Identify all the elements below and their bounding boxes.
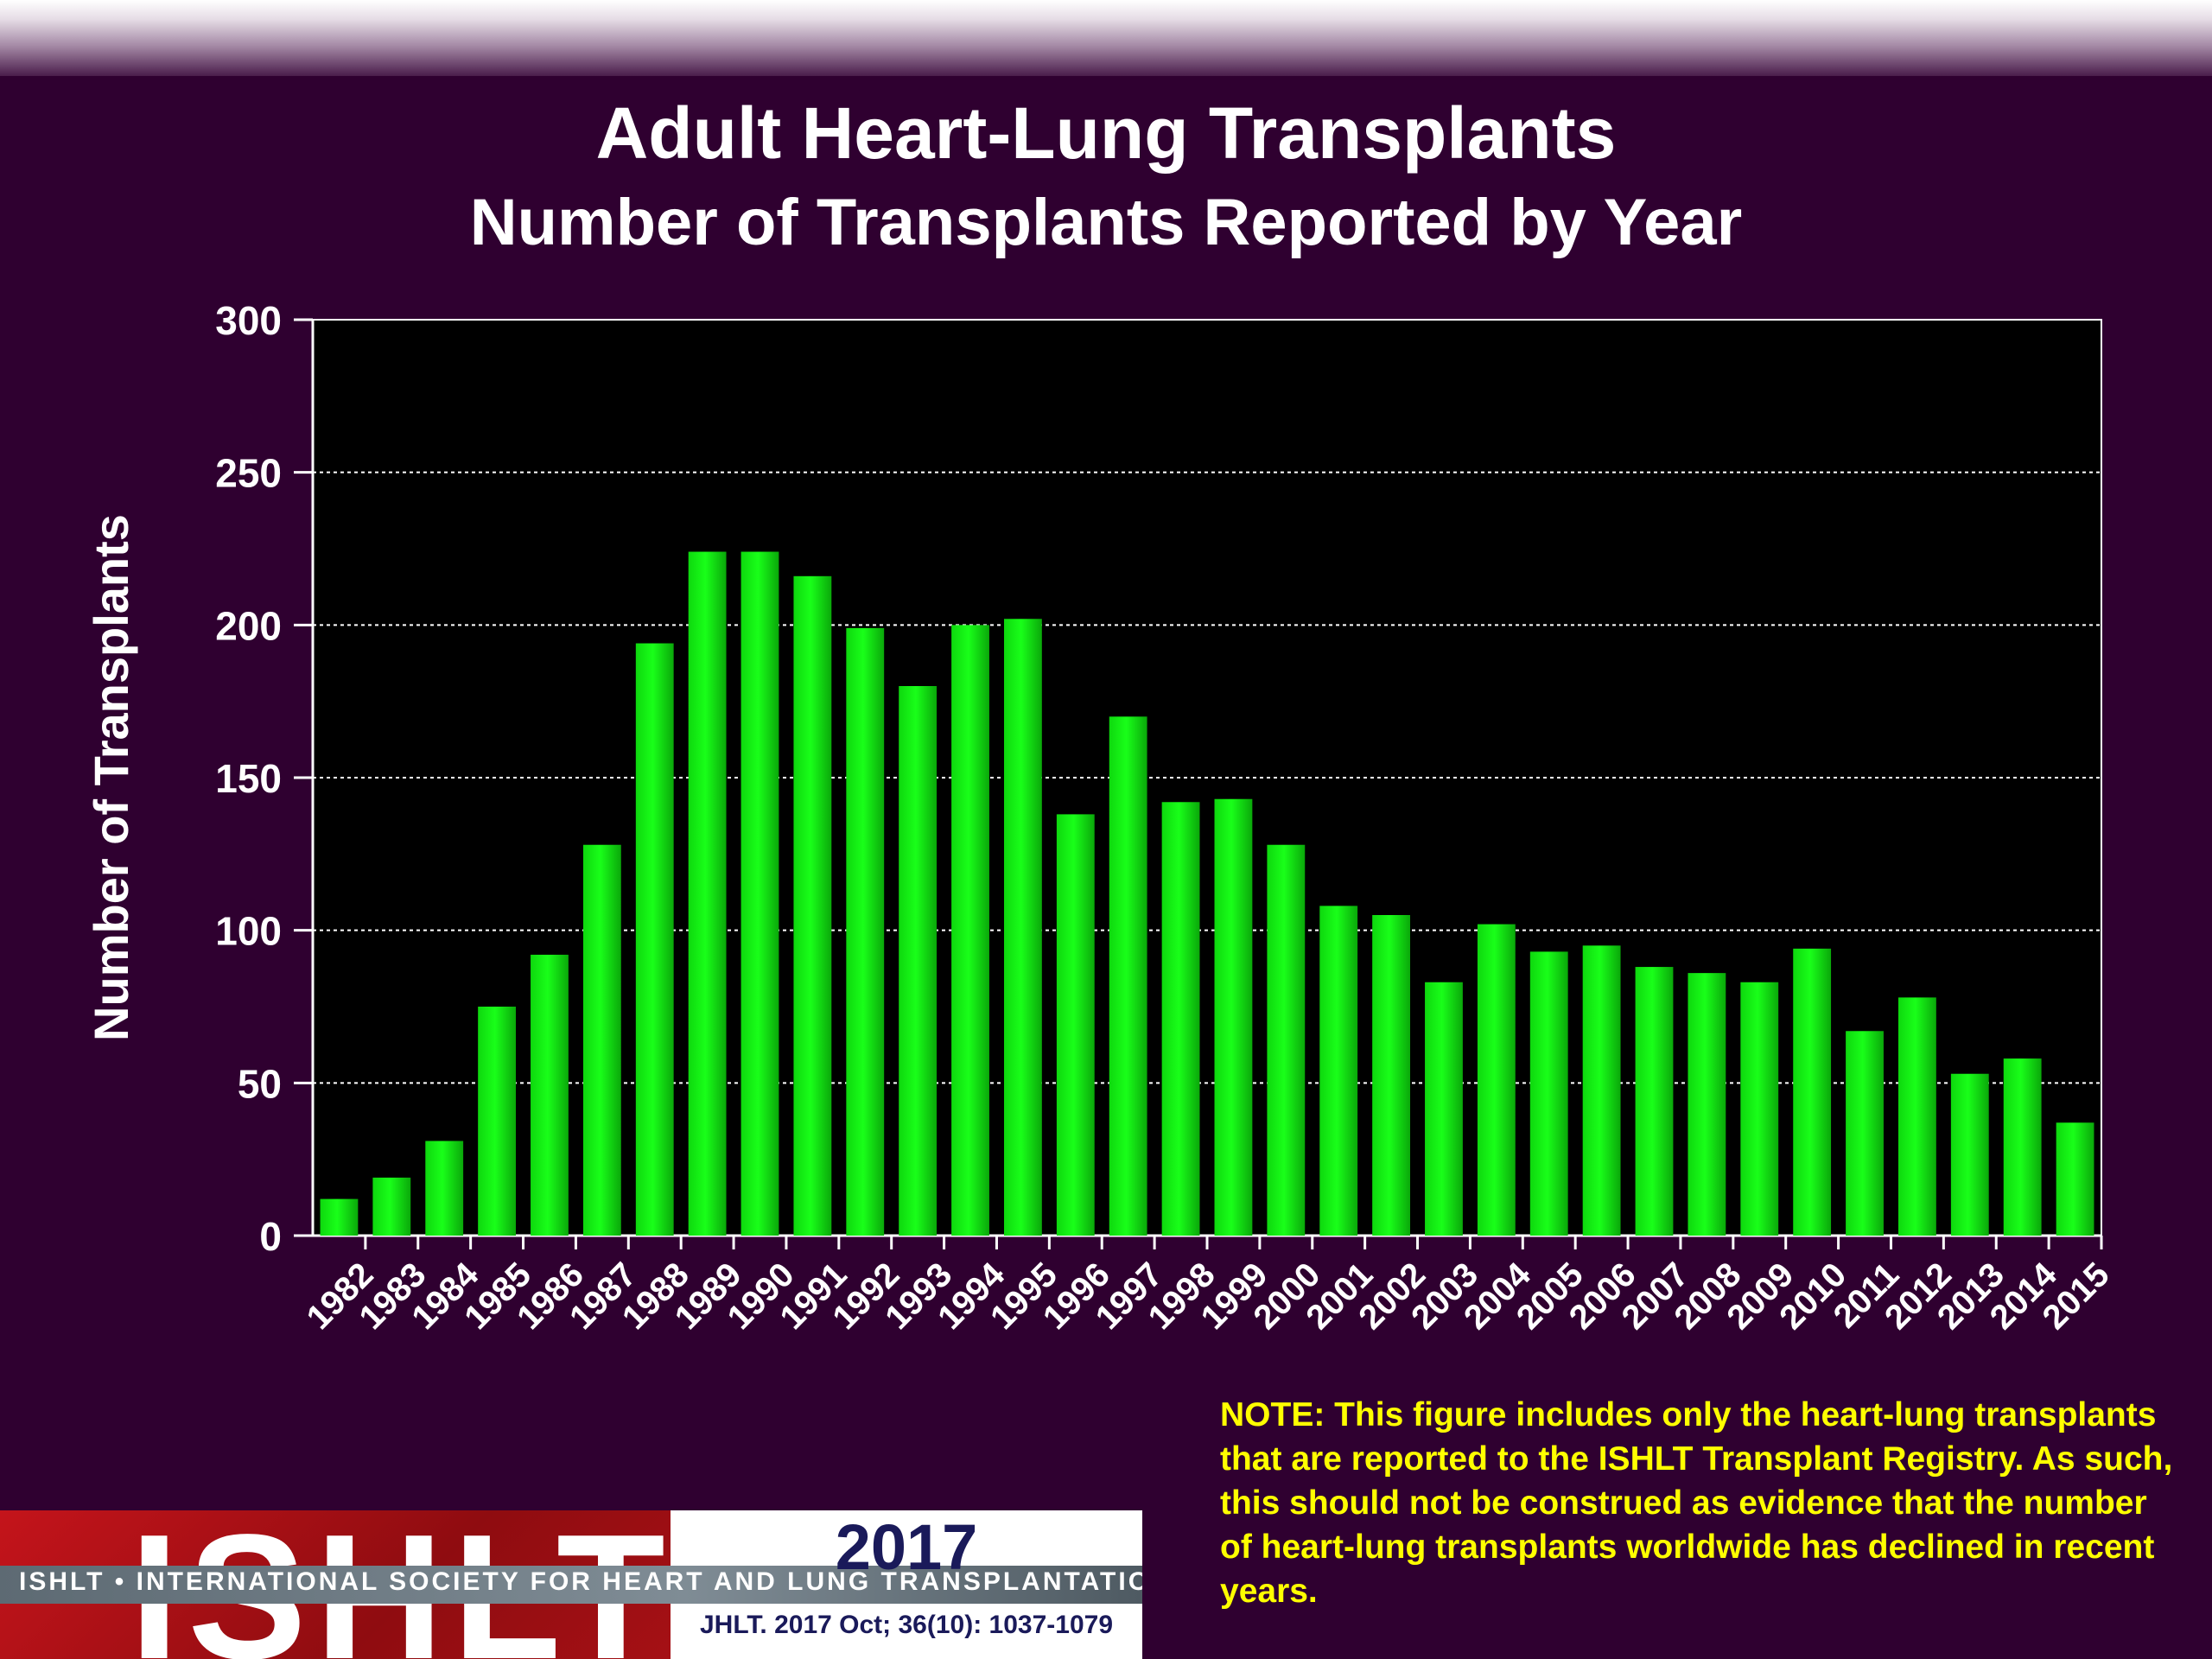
- bar-1987: [582, 844, 621, 1236]
- bar-2001: [1319, 906, 1358, 1236]
- bar-1982: [320, 1198, 359, 1236]
- bar-1983: [372, 1177, 411, 1236]
- y-tick-label: 50: [238, 1061, 282, 1106]
- journal-citation: JHLT. 2017 Oct; 36(10): 1037-1079: [699, 1611, 1114, 1639]
- chart-subtitle: Number of Transplants Reported by Year: [469, 186, 1743, 259]
- chart-title: Adult Heart-Lung Transplants: [595, 92, 1617, 174]
- bar-2003: [1425, 982, 1463, 1236]
- y-tick-label: 150: [215, 756, 282, 801]
- y-tick-label: 100: [215, 909, 282, 954]
- bar-1986: [531, 954, 569, 1236]
- bar-1984: [425, 1141, 464, 1236]
- y-axis-title: Number of Transplants: [84, 514, 138, 1041]
- bar-2012: [1897, 997, 1936, 1236]
- bar-1998: [1161, 802, 1200, 1236]
- bar-2008: [1688, 973, 1726, 1236]
- ishlt-logo-banner: ISHLT ISHLT • INTERNATIONAL SOCIETY FOR …: [0, 1510, 1142, 1659]
- logo-year: 2017: [835, 1511, 978, 1583]
- bar-1997: [1109, 716, 1147, 1236]
- bar-1989: [688, 551, 727, 1236]
- bar-1994: [951, 625, 989, 1236]
- bar-1999: [1214, 798, 1253, 1236]
- y-tick-label: 250: [215, 451, 282, 496]
- logo-society-name: ISHLT • INTERNATIONAL SOCIETY FOR HEART …: [19, 1567, 1142, 1596]
- bar-2005: [1529, 951, 1568, 1236]
- bar-2013: [1950, 1073, 1989, 1236]
- bar-2009: [1740, 982, 1779, 1236]
- y-tick-label: 0: [259, 1214, 282, 1259]
- bar-2004: [1477, 924, 1516, 1236]
- bar-2000: [1267, 844, 1306, 1236]
- bar-1996: [1056, 814, 1095, 1236]
- bar-1995: [1003, 619, 1042, 1236]
- bar-1988: [635, 643, 674, 1236]
- bar-2015: [2056, 1122, 2094, 1236]
- bar-2010: [1793, 948, 1832, 1236]
- bar-1992: [846, 627, 885, 1236]
- top-gradient-band: [0, 0, 2212, 76]
- bar-1991: [793, 575, 832, 1236]
- bar-2014: [2003, 1058, 2042, 1236]
- y-tick-label: 200: [215, 603, 282, 648]
- logo-society-strip: [0, 1566, 1142, 1604]
- bar-2011: [1846, 1031, 1884, 1236]
- registry-note: NOTE: This figure includes only the hear…: [1220, 1396, 2173, 1610]
- y-tick-label: 300: [215, 298, 282, 343]
- bar-2007: [1635, 967, 1674, 1236]
- bar-1985: [478, 1007, 517, 1236]
- bar-2002: [1372, 915, 1411, 1236]
- bar-2006: [1582, 945, 1621, 1236]
- bar-1990: [741, 551, 779, 1236]
- bar-1993: [899, 686, 938, 1236]
